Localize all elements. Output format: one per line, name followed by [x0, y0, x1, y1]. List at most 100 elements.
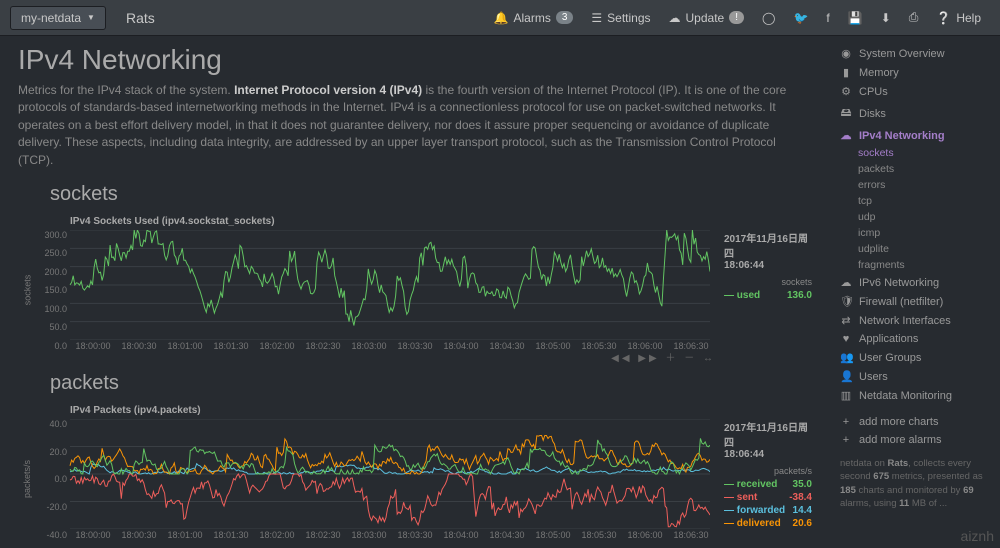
alarms-count-badge: 3 [556, 11, 574, 24]
sidebar-item-icon: 👥 [840, 351, 852, 364]
print-button[interactable]: ⎙ [900, 10, 928, 25]
sidebar-item-label: User Groups [859, 352, 921, 364]
page-description: Metrics for the IPv4 stack of the system… [18, 82, 812, 169]
github-link[interactable]: ◯ [753, 11, 784, 25]
section-packets-heading: packets [50, 372, 812, 395]
page-heading: IPv4 Networking [18, 44, 812, 76]
sidebar-item-label: IPv4 Networking [859, 130, 945, 142]
update-button[interactable]: ☁ Update ! [660, 11, 753, 25]
chart-sockets-title: IPv4 Sockets Used (ipv4.sockstat_sockets… [70, 216, 812, 227]
chart-sockets-yaxis: 300.0250.0200.0150.0100.050.00.0 [36, 230, 70, 351]
sidebar-item-label: CPUs [859, 86, 888, 98]
print-icon: ⎙ [909, 10, 919, 25]
chart-packets-yaxis: 40.020.00.0-20.0-40.0 [36, 419, 70, 540]
download-icon: ⬇ [881, 11, 891, 25]
chart-packets-legend: 2017年11月16日周四 18:06:44 packets/s — recei… [716, 419, 812, 540]
content-area: IPv4 Networking Metrics for the IPv4 sta… [0, 36, 830, 548]
chart-packets: IPv4 Packets (ipv4.packets) packets/s 40… [18, 405, 812, 540]
sidebar-item-icon: ▮ [840, 66, 852, 79]
sidebar-subitem[interactable]: tcp [836, 193, 994, 209]
sidebar-item[interactable]: ☁ IPv6 Networking [836, 273, 994, 292]
save-snapshot-button[interactable]: 💾 [839, 11, 872, 25]
plus-icon: + [840, 416, 852, 428]
sidebar-item-label: Firewall (netfilter) [859, 296, 943, 308]
twitter-link[interactable]: 🐦 [784, 11, 817, 25]
github-icon: ◯ [762, 11, 775, 25]
chart-sockets-legend: 2017年11月16日周四 18:06:44 sockets — used136… [716, 230, 812, 351]
sidebar-item-icon: ▥ [840, 389, 852, 402]
chart-sockets-canvas[interactable] [36, 230, 710, 340]
chart-packets-canvas[interactable] [36, 419, 710, 529]
sidebar-item-label: Users [859, 371, 888, 383]
sidebar-action[interactable]: +add more alarms [836, 431, 994, 449]
section-sockets-heading: sockets [50, 183, 812, 206]
sidebar-item-label: Memory [859, 67, 899, 79]
sidebar-subitem[interactable]: errors [836, 177, 994, 193]
alarms-label: Alarms [513, 11, 550, 25]
bell-icon: 🔔 [494, 11, 509, 25]
sidebar-subitem[interactable]: packets [836, 161, 994, 177]
sidebar-item[interactable]: ▥ Netdata Monitoring [836, 386, 994, 405]
hostname-dropdown-label: my-netdata [21, 11, 81, 25]
sliders-icon: ☰ [591, 11, 602, 25]
sidebar-item[interactable]: ♥ Applications [836, 330, 994, 348]
sidebar-item-icon: ☁ [840, 276, 852, 289]
sidebar-subitem[interactable]: udplite [836, 241, 994, 257]
sidebar-item[interactable]: 👥 User Groups [836, 348, 994, 367]
sidebar-subitem[interactable]: fragments [836, 257, 994, 273]
alarms-button[interactable]: 🔔 Alarms 3 [485, 11, 583, 25]
sidebar-subitem[interactable]: icmp [836, 225, 994, 241]
sidebar-item-icon: ♥ [840, 333, 852, 345]
legend-row[interactable]: — received35.0 [724, 478, 812, 491]
sidebar-item-label: Network Interfaces [859, 315, 951, 327]
update-badge: ! [729, 11, 744, 24]
page-host-title: Rats [126, 10, 155, 26]
cloud-icon: ☁ [669, 11, 681, 25]
plus-icon: + [840, 434, 852, 446]
update-label: Update [686, 11, 725, 25]
hostname-dropdown[interactable]: my-netdata ▼ [10, 6, 106, 30]
save-icon: 💾 [848, 11, 863, 25]
sidebar-subitem[interactable]: sockets [836, 145, 994, 161]
facebook-link[interactable]: f [817, 11, 838, 25]
sidebar-item-icon: 👤 [840, 370, 852, 383]
sidebar-item-icon: ◉ [840, 47, 852, 60]
sidebar-action[interactable]: +add more charts [836, 413, 994, 431]
chart-sockets-xaxis: 18:00:0018:00:3018:01:0018:01:3018:02:00… [70, 341, 716, 351]
sidebar: ◉ System Overview ▮ Memory ⚙ CPUs 🖴Disks ☁ IPv4 … [830, 36, 1000, 548]
download-button[interactable]: ⬇ [872, 11, 900, 25]
sidebar-item-icon: ☁ [840, 129, 852, 142]
chart-packets-title: IPv4 Packets (ipv4.packets) [70, 405, 812, 416]
chart-packets-ylabel: packets/s [22, 460, 32, 498]
sidebar-item[interactable]: 🖴Disks [836, 101, 994, 126]
sidebar-item[interactable]: ⚙ CPUs [836, 82, 994, 101]
sidebar-item-label: IPv6 Networking [859, 277, 939, 289]
legend-row[interactable]: — used136.0 [724, 289, 812, 302]
sidebar-footer: netdata on Rats, collects every second 6… [836, 457, 994, 510]
navbar: my-netdata ▼ Rats 🔔 Alarms 3 ☰ Settings … [0, 0, 1000, 36]
sidebar-item[interactable]: ☁ IPv4 Networking [836, 126, 994, 145]
chart-sockets-ylabel: sockets [22, 275, 32, 306]
help-label: Help [956, 11, 981, 25]
settings-button[interactable]: ☰ Settings [582, 11, 659, 25]
sidebar-item[interactable]: 👤 Users [836, 367, 994, 386]
sidebar-item[interactable]: ⇄Network Interfaces [836, 311, 994, 330]
legend-row[interactable]: — sent-38.4 [724, 491, 812, 504]
sidebar-item-icon: ⚙ [840, 85, 852, 98]
watermark: aiznh [961, 528, 994, 544]
chart-sockets-toolbar[interactable]: ◀◀ ▶▶ ＋ － ↔ [18, 349, 716, 364]
sidebar-subitem[interactable]: udp [836, 209, 994, 225]
legend-row[interactable]: — delivered20.6 [724, 517, 812, 530]
sidebar-item-label: Applications [859, 333, 918, 345]
sidebar-item[interactable]: 🛡 Firewall (netfilter) [836, 292, 994, 311]
sidebar-item-label: Disks [859, 108, 886, 120]
help-icon: ❔ [936, 11, 951, 25]
sidebar-item-label: System Overview [859, 48, 945, 60]
sidebar-item-label: Netdata Monitoring [859, 390, 952, 402]
sidebar-item[interactable]: ▮ Memory [836, 63, 994, 82]
sidebar-item[interactable]: ◉ System Overview [836, 44, 994, 63]
help-button[interactable]: ❔ Help [927, 11, 990, 25]
legend-row[interactable]: — forwarded14.4 [724, 504, 812, 517]
chart-sockets: IPv4 Sockets Used (ipv4.sockstat_sockets… [18, 216, 812, 364]
sidebar-item-icon: 🛡 [840, 295, 852, 308]
